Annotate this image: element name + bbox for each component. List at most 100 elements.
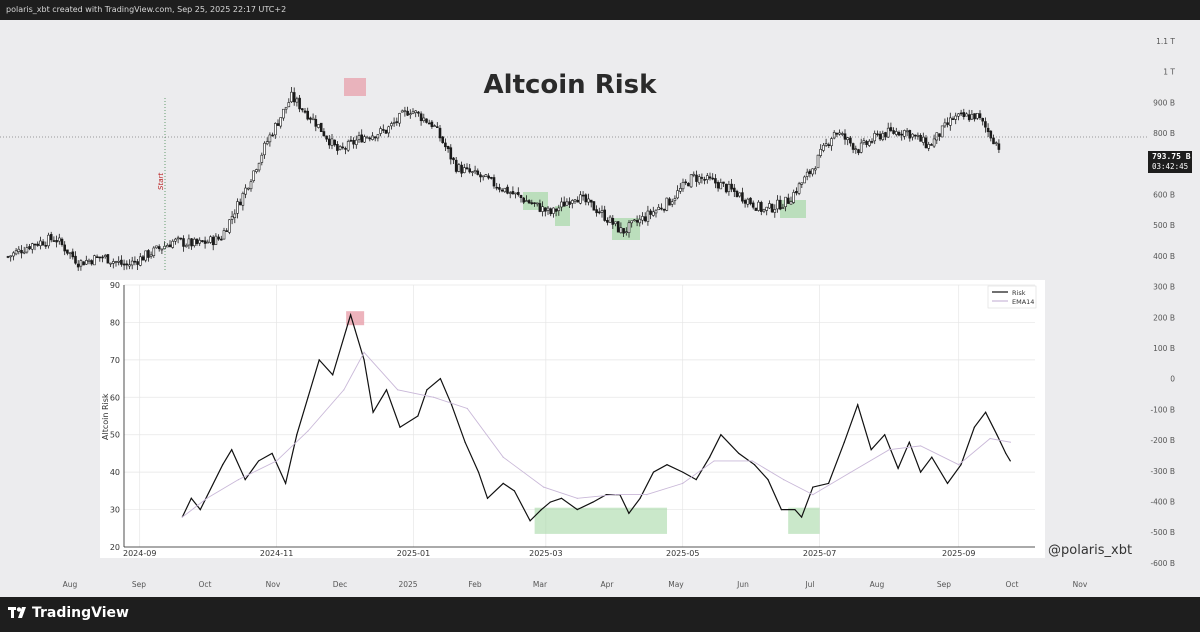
candle-body bbox=[689, 174, 693, 188]
price-tick-label: 800 B bbox=[1153, 129, 1175, 138]
candle-body bbox=[319, 122, 323, 132]
candle-body bbox=[846, 137, 850, 140]
candle-body bbox=[768, 203, 771, 209]
candle-body bbox=[900, 133, 904, 136]
candle-body bbox=[471, 171, 474, 173]
ema14-point bbox=[1009, 441, 1011, 443]
candle-body bbox=[697, 176, 701, 184]
risk-point bbox=[767, 479, 769, 481]
candle-body bbox=[438, 127, 442, 139]
candle-body bbox=[462, 167, 466, 173]
time-tick-label: Feb bbox=[468, 580, 482, 589]
candle-body bbox=[473, 170, 477, 173]
candle-body bbox=[606, 220, 609, 223]
candle-body bbox=[149, 254, 153, 257]
risk-point bbox=[417, 415, 419, 417]
candle-body bbox=[589, 199, 593, 203]
risk-point bbox=[271, 452, 273, 455]
candle-body bbox=[681, 182, 685, 190]
candle-body bbox=[957, 113, 960, 117]
candle-body bbox=[441, 136, 445, 144]
y-axis-label: Altcoin Risk bbox=[101, 393, 110, 440]
candle-body bbox=[444, 142, 447, 148]
candle-body bbox=[514, 192, 517, 195]
candle-body bbox=[327, 138, 331, 146]
candle-body bbox=[201, 240, 204, 243]
ema14-point bbox=[850, 471, 852, 473]
candle-body bbox=[338, 146, 342, 150]
candle-body bbox=[881, 133, 885, 140]
candle-body bbox=[579, 194, 582, 204]
candle-body bbox=[265, 141, 269, 145]
risk-red-zone bbox=[346, 311, 365, 326]
risk-point bbox=[477, 471, 480, 473]
risk-point bbox=[1009, 460, 1011, 462]
candle-body bbox=[417, 111, 420, 114]
risk-point bbox=[372, 411, 374, 413]
candle-body bbox=[838, 132, 841, 135]
candle-body bbox=[954, 115, 958, 120]
risk-point bbox=[827, 482, 830, 484]
candle-body bbox=[30, 243, 34, 250]
x-tick-label: 2025-07 bbox=[803, 549, 836, 558]
candle-body bbox=[843, 133, 847, 140]
candle-body bbox=[14, 250, 18, 255]
candle-body bbox=[433, 125, 436, 127]
candle-body bbox=[759, 202, 763, 212]
y-tick-label: 70 bbox=[110, 356, 120, 365]
y-tick-label: 20 bbox=[110, 543, 120, 552]
candle-body bbox=[543, 207, 547, 212]
candle-body bbox=[749, 197, 752, 205]
candle-body bbox=[85, 260, 88, 265]
ema14-point bbox=[713, 460, 715, 462]
candle-body bbox=[222, 230, 226, 240]
candle-body bbox=[905, 130, 909, 133]
candle-body bbox=[827, 144, 831, 146]
candle-body bbox=[867, 140, 871, 146]
candle-body bbox=[352, 140, 355, 145]
tradingview-logo-icon[interactable] bbox=[8, 604, 30, 622]
candle-body bbox=[357, 135, 361, 140]
ema14-point bbox=[237, 479, 240, 481]
candle-body bbox=[82, 261, 85, 266]
risk-point bbox=[628, 512, 630, 514]
time-tick-label: Nov bbox=[266, 580, 281, 589]
candle-body bbox=[411, 111, 415, 114]
risk-point bbox=[439, 377, 441, 380]
candle-body bbox=[940, 125, 944, 138]
x-tick-label: 2025-01 bbox=[397, 549, 430, 558]
candle-body bbox=[703, 178, 706, 181]
candle-body bbox=[63, 244, 67, 252]
candle-body bbox=[282, 108, 285, 119]
candle-body bbox=[894, 131, 898, 135]
candle-body bbox=[808, 170, 812, 174]
candle-body bbox=[984, 121, 987, 128]
candle-body bbox=[381, 129, 385, 131]
candle-body bbox=[190, 238, 193, 247]
candle-body bbox=[722, 181, 725, 184]
risk-point bbox=[502, 482, 504, 484]
risk-point bbox=[399, 426, 401, 428]
candle-body bbox=[627, 222, 631, 233]
candle-body bbox=[795, 190, 798, 194]
candle-body bbox=[295, 98, 299, 103]
price-tick-label: -200 B bbox=[1150, 436, 1175, 445]
candle-body bbox=[157, 246, 161, 250]
candle-body bbox=[33, 243, 37, 246]
candle-body bbox=[738, 192, 742, 197]
candle-body bbox=[913, 134, 917, 137]
author-watermark: @polaris_xbt bbox=[1048, 543, 1133, 558]
candle-body bbox=[414, 110, 418, 113]
candle-body bbox=[117, 260, 120, 263]
risk-point bbox=[560, 497, 563, 499]
candle-body bbox=[230, 216, 234, 220]
candle-body bbox=[144, 250, 147, 261]
tradingview-brand[interactable]: TradingView bbox=[32, 605, 129, 621]
time-tick-label: Aug bbox=[870, 580, 885, 589]
risk-point bbox=[753, 464, 756, 466]
candle-body bbox=[114, 261, 118, 263]
candle-body bbox=[849, 137, 852, 144]
candle-body bbox=[805, 171, 809, 177]
